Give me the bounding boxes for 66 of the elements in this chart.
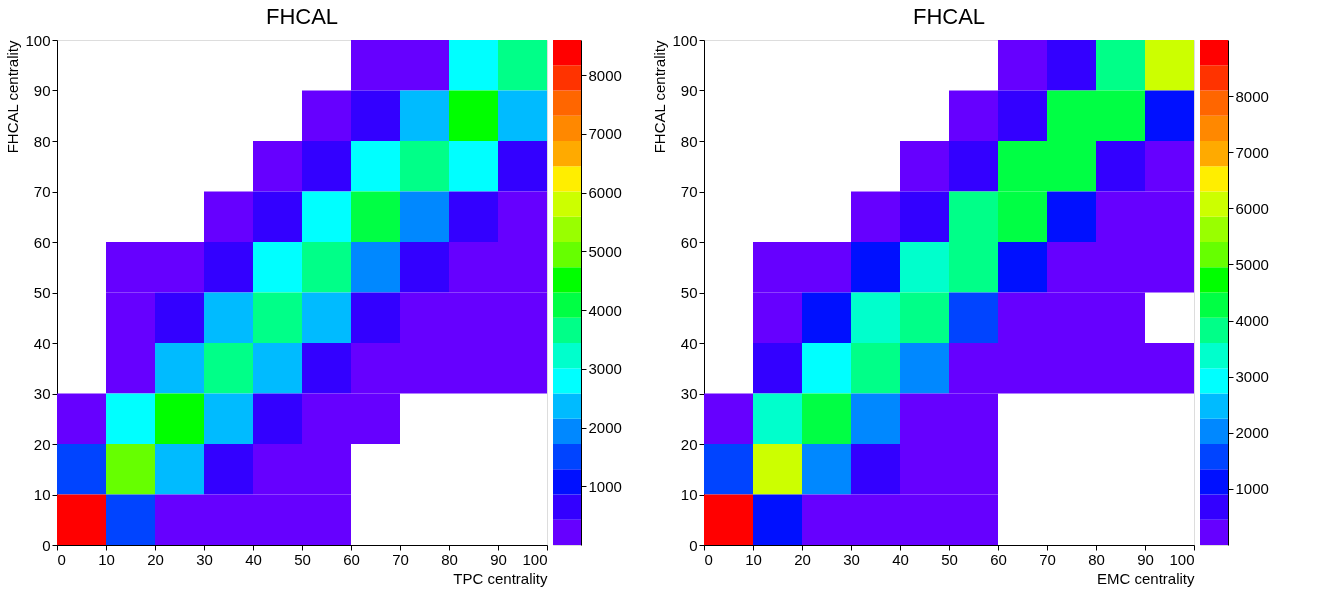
color-bar-label: 8000 (1235, 87, 1269, 105)
y-tick-label: 40 (680, 334, 698, 352)
color-bar-label: 7000 (588, 125, 622, 143)
y-tick-label: 80 (33, 132, 51, 150)
color-bar-label: 4000 (1235, 312, 1269, 330)
y-tick-label: 10 (680, 486, 698, 503)
x-tick-label: 10 (745, 550, 762, 568)
y-tick-label: 70 (680, 183, 698, 200)
x-tick-label: 50 (294, 550, 311, 568)
x-tick-label: 100 (522, 550, 548, 568)
y-tick-label: 20 (680, 435, 698, 453)
color-bar-label: 3000 (1235, 368, 1269, 386)
x-tick-label: 90 (490, 550, 507, 568)
x-tick-label: 90 (1137, 550, 1154, 568)
color-bar-label: 8000 (588, 66, 622, 84)
y-tick-label: 20 (33, 435, 51, 453)
x-tick-label: 0 (704, 550, 713, 568)
color-bar-label: 3000 (588, 360, 622, 378)
y-tick-label: 30 (33, 385, 51, 402)
y-axis-title: FHCAL centrality (651, 40, 669, 154)
x-tick-label: 40 (245, 550, 262, 568)
x-axis-title: EMC centrality (1096, 569, 1195, 587)
x-tick-label: 30 (196, 550, 213, 568)
y-tick-label: 90 (33, 82, 51, 99)
chart-title: FHCAL (265, 4, 339, 29)
x-tick-label: 10 (98, 550, 115, 568)
y-axis-title: FHCAL centrality (4, 40, 22, 154)
chart-title: FHCAL (912, 4, 986, 29)
x-tick-label: 20 (147, 550, 164, 568)
color-bar-label: 4000 (588, 301, 622, 319)
x-tick-label: 70 (392, 550, 409, 568)
y-tick-label: 30 (680, 385, 698, 402)
x-tick-label: 80 (1088, 550, 1105, 568)
color-bar-label: 6000 (588, 184, 622, 202)
y-tick-label: 60 (680, 233, 698, 251)
y-tick-label: 50 (33, 284, 51, 301)
color-bar-label: 6000 (1235, 199, 1269, 217)
y-tick-label: 100 (25, 31, 51, 49)
y-tick-label: 50 (680, 284, 698, 301)
y-tick-label: 10 (33, 486, 51, 503)
x-tick-label: 60 (343, 550, 360, 568)
y-tick-label: 80 (680, 132, 698, 150)
y-tick-label: 70 (33, 183, 51, 200)
y-tick-label: 90 (680, 82, 698, 99)
y-tick-label: 0 (42, 536, 51, 554)
color-bar-label: 2000 (1235, 424, 1269, 442)
x-tick-label: 50 (941, 550, 958, 568)
y-tick-label: 40 (33, 334, 51, 352)
y-tick-label: 60 (33, 233, 51, 251)
y-tick-label: 100 (672, 31, 698, 49)
color-bar-label: 5000 (588, 242, 622, 260)
x-tick-label: 100 (1169, 550, 1195, 568)
color-bar-label: 7000 (1235, 143, 1269, 161)
color-bar-label: 1000 (1235, 480, 1269, 498)
x-axis-title: TPC centrality (453, 569, 548, 587)
x-tick-label: 0 (57, 550, 66, 568)
x-tick-label: 40 (892, 550, 909, 568)
y-tick-label: 0 (689, 536, 698, 554)
x-tick-label: 70 (1039, 550, 1056, 568)
x-tick-label: 30 (843, 550, 860, 568)
x-tick-label: 60 (990, 550, 1007, 568)
x-tick-label: 20 (794, 550, 811, 568)
color-bar-label: 2000 (588, 419, 622, 437)
x-tick-label: 80 (441, 550, 458, 568)
color-bar-label: 5000 (1235, 255, 1269, 273)
color-bar-label: 1000 (588, 477, 622, 495)
